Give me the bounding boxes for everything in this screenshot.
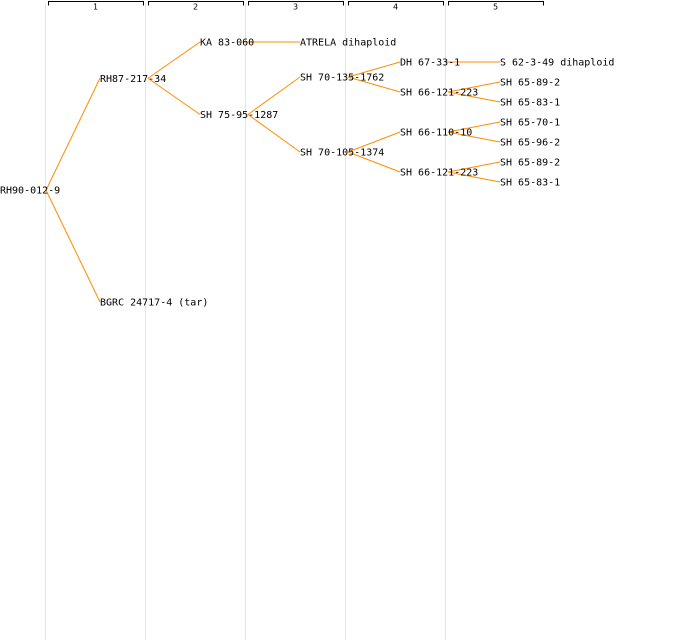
- edge-sh-66-110-10-to-sh-65-96-2: [447, 131, 501, 143]
- node-ka-83-060-gen3: KA 83-060: [200, 38, 254, 49]
- edge-rh90-012-9-to-bgrc-24717-4-tar: [45, 189, 101, 303]
- node-s-62-3-49-dihaploid-gen6: S 62-3-49 dihaploid: [500, 58, 614, 69]
- node-sh-65-70-1-gen6: SH 65-70-1: [500, 118, 560, 129]
- generation-2-bracket: [148, 1, 244, 6]
- node-sh-65-96-2-gen6: SH 65-96-2: [500, 138, 560, 149]
- node-sh-70-135-1762-gen4: SH 70-135-1762: [300, 73, 384, 84]
- node-atrela-dihaploid-gen4: ATRELA dihaploid: [300, 38, 396, 49]
- node-sh-66-121-223-gen5: SH 66-121-223: [400, 88, 478, 99]
- edge-sh-75-95-1287-to-sh-70-105-1374: [247, 114, 301, 153]
- node-sh-65-83-1-gen6: SH 65-83-1: [500, 178, 560, 189]
- edge-sh-66-121-223-to-sh-65-89-2: [447, 161, 501, 173]
- generation-2-label: 2: [193, 3, 198, 12]
- edge-sh-75-95-1287-to-sh-70-135-1762: [247, 76, 301, 115]
- node-rh87-217-34-gen2: RH87-217-34: [100, 74, 166, 85]
- node-sh-65-83-1-gen6: SH 65-83-1: [500, 98, 560, 109]
- edge-sh-70-135-1762-to-sh-66-121-223: [347, 76, 401, 93]
- edge-sh-70-135-1762-to-dh-67-33-1: [347, 61, 401, 78]
- node-sh-75-95-1287-gen3: SH 75-95-1287: [200, 110, 278, 121]
- node-sh-65-89-2-gen6: SH 65-89-2: [500, 158, 560, 169]
- node-rh90-012-9-gen1: RH90-012-9: [0, 186, 60, 197]
- edge-sh-66-121-223-to-sh-65-89-2: [447, 81, 501, 93]
- generation-1-bracket: [48, 1, 144, 6]
- edge-sh-66-121-223-to-sh-65-83-1: [447, 171, 501, 183]
- generation-4-bracket: [348, 1, 444, 6]
- edge-rh90-012-9-to-rh87-217-34: [45, 78, 101, 191]
- node-sh-70-105-1374-gen4: SH 70-105-1374: [300, 148, 384, 159]
- edge-sh-66-110-10-to-sh-65-70-1: [447, 121, 501, 133]
- pedigree-edges: [45, 41, 501, 303]
- edge-sh-70-105-1374-to-sh-66-110-10: [347, 131, 401, 153]
- generation-columns: [45, 3, 446, 640]
- generation-3-bracket: [248, 1, 344, 6]
- edge-rh87-217-34-to-ka-83-060: [147, 41, 201, 79]
- generation-5-bracket: [448, 1, 544, 6]
- node-bgrc-24717-4-tar-gen2: BGRC 24717-4 (tar): [100, 298, 208, 309]
- node-dh-67-33-1-gen5: DH 67-33-1: [400, 58, 460, 69]
- generation-headers: 1 2 3 4 5: [48, 1, 544, 12]
- generation-4-label: 4: [393, 3, 398, 12]
- pedigree-nodes: RH90-012-9 RH87-217-34 KA 83-060 ATRELA dih…: [0, 38, 614, 309]
- edge-sh-66-121-223-to-sh-65-83-1: [447, 91, 501, 103]
- generation-1-label: 1: [93, 3, 98, 12]
- generation-3-label: 3: [293, 3, 298, 12]
- node-sh-66-110-10-gen5: SH 66-110-10: [400, 128, 472, 139]
- edge-sh-70-105-1374-to-sh-66-121-223: [347, 151, 401, 173]
- node-sh-66-121-223-gen5: SH 66-121-223: [400, 168, 478, 179]
- generation-5-label: 5: [493, 3, 498, 12]
- node-sh-65-89-2-gen6: SH 65-89-2: [500, 78, 560, 89]
- edge-rh87-217-34-to-sh-75-95-1287: [147, 77, 201, 115]
